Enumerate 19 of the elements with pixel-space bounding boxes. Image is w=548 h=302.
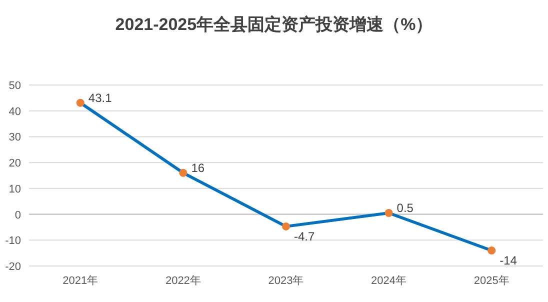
x-tick-label: 2024年 (371, 275, 407, 287)
data-label: -4.7 (294, 229, 316, 244)
x-tick-label: 2023年 (268, 275, 304, 287)
y-tick-label: -20 (5, 261, 21, 273)
x-tick-label: 2022年 (165, 275, 201, 287)
y-tick-label: 20 (8, 158, 21, 170)
data-label: 16 (191, 160, 205, 175)
y-tick-label: 0 (14, 209, 21, 222)
title: 2021-2025年全县固定资产投资增速（%） (115, 15, 433, 34)
y-tick-label: 40 (8, 106, 21, 118)
y-tick-label: -10 (5, 235, 21, 248)
y-tick-label: 10 (8, 183, 21, 196)
y-tick-label: 50 (8, 80, 21, 92)
x-tick-label: 2021年 (62, 275, 98, 287)
data-label: 0.5 (396, 200, 414, 215)
x-tick-label: 2025年 (474, 275, 510, 287)
data-label: 43.1 (88, 90, 112, 105)
y-tick-label: 30 (8, 132, 21, 144)
data-label: -14 (500, 253, 518, 268)
